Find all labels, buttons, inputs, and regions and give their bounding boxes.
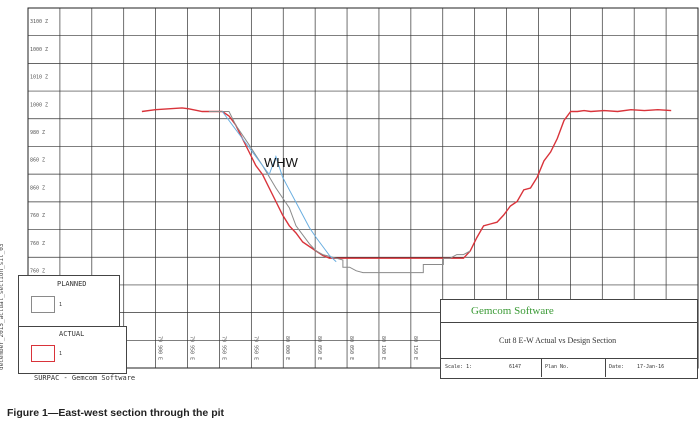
title-block-info-row: Scale: 1: 6147 Plan No. Date: 17-Jan-16 bbox=[441, 358, 697, 377]
legend-planned-num: 1 bbox=[59, 302, 63, 308]
x-tick-label: 79 900 E bbox=[157, 336, 163, 360]
y-tick-label: 1010 Z bbox=[30, 75, 48, 81]
y-tick-label: 980 Z bbox=[30, 130, 45, 136]
title-block-title: Cut 8 E-W Actual vs Design Section bbox=[441, 322, 697, 359]
x-tick-label: 80 050 E bbox=[316, 336, 322, 360]
y-tick-label: 760 Z bbox=[30, 241, 45, 247]
date-label: Date: bbox=[609, 364, 625, 370]
scale-value: 6147 bbox=[509, 364, 522, 370]
y-tick-labels: 3100 Z 1000 Z 1010 Z 1000 Z 980 Z 860 Z 860 Z 7… bbox=[30, 19, 48, 302]
title-block: Gemcom Software Cut 8 E-W Actual vs Desi… bbox=[440, 299, 698, 379]
footer-note: SURPAC - Gemcom Software bbox=[34, 374, 136, 382]
section-chart: 3100 Z 1000 Z 1010 Z 1000 Z 980 Z 860 Z 860 Z 7… bbox=[27, 7, 699, 369]
y-tick-label: 760 Z bbox=[30, 268, 45, 274]
plan-label: Plan No. bbox=[545, 364, 570, 370]
figure-caption: Figure 1—East-west section through the p… bbox=[7, 407, 225, 419]
x-tick-label: 79 950 E bbox=[189, 336, 195, 360]
x-tick-label: 79 950 E bbox=[220, 336, 226, 360]
legend-actual-title: ACTUAL bbox=[59, 330, 85, 338]
legend-actual: ACTUAL 1 bbox=[18, 326, 127, 374]
legend-actual-num: 1 bbox=[59, 351, 63, 357]
x-tick-label: 80 150 E bbox=[412, 336, 418, 360]
y-tick-label: 1000 Z bbox=[30, 102, 48, 108]
y-tick-label: 1000 Z bbox=[30, 47, 48, 53]
series-design-line bbox=[221, 111, 337, 263]
x-tick-label: 80 100 E bbox=[380, 336, 386, 360]
y-tick-label: 760 Z bbox=[30, 213, 45, 219]
x-tick-label: 79 950 E bbox=[252, 336, 258, 360]
legend-planned-swatch bbox=[31, 296, 55, 313]
y-tick-label: 860 Z bbox=[30, 158, 45, 164]
x-tick-label: 80 000 E bbox=[284, 336, 290, 360]
scale-label: Scale: 1: bbox=[445, 364, 473, 370]
y-tick-label: 3100 Z bbox=[30, 19, 48, 25]
legend-planned-title: PLANNED bbox=[57, 280, 87, 288]
side-label: december_2015_actual_section_sit_03 bbox=[0, 243, 5, 370]
date-value: 17-Jan-16 bbox=[637, 364, 665, 370]
y-tick-label: 860 Z bbox=[30, 185, 45, 191]
title-block-company: Gemcom Software bbox=[441, 300, 697, 323]
x-tick-label: 80 050 E bbox=[348, 336, 354, 360]
legend-planned: PLANNED 1 bbox=[18, 275, 120, 329]
series-lines bbox=[141, 107, 672, 274]
annotation-whw: WHW bbox=[264, 155, 299, 170]
legend-actual-swatch bbox=[31, 345, 55, 362]
